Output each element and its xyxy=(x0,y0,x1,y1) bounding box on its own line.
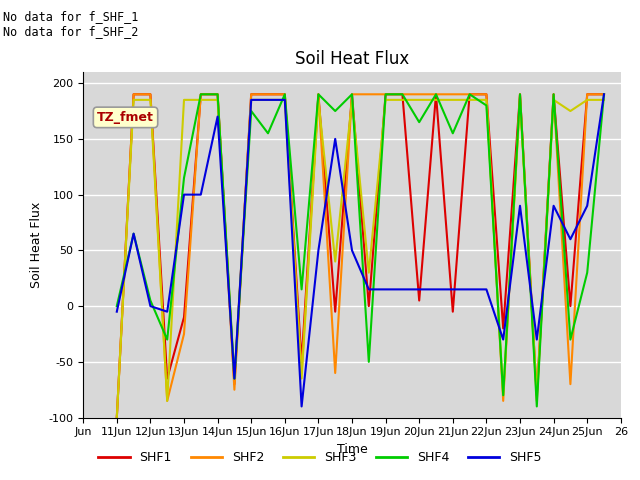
Legend: SHF1, SHF2, SHF3, SHF4, SHF5: SHF1, SHF2, SHF3, SHF4, SHF5 xyxy=(93,446,547,469)
Title: Soil Heat Flux: Soil Heat Flux xyxy=(295,49,409,68)
Text: TZ_fmet: TZ_fmet xyxy=(97,111,154,124)
X-axis label: Time: Time xyxy=(337,443,367,456)
Y-axis label: Soil Heat Flux: Soil Heat Flux xyxy=(30,202,43,288)
Text: No data for f_SHF_1
No data for f_SHF_2: No data for f_SHF_1 No data for f_SHF_2 xyxy=(3,10,139,37)
